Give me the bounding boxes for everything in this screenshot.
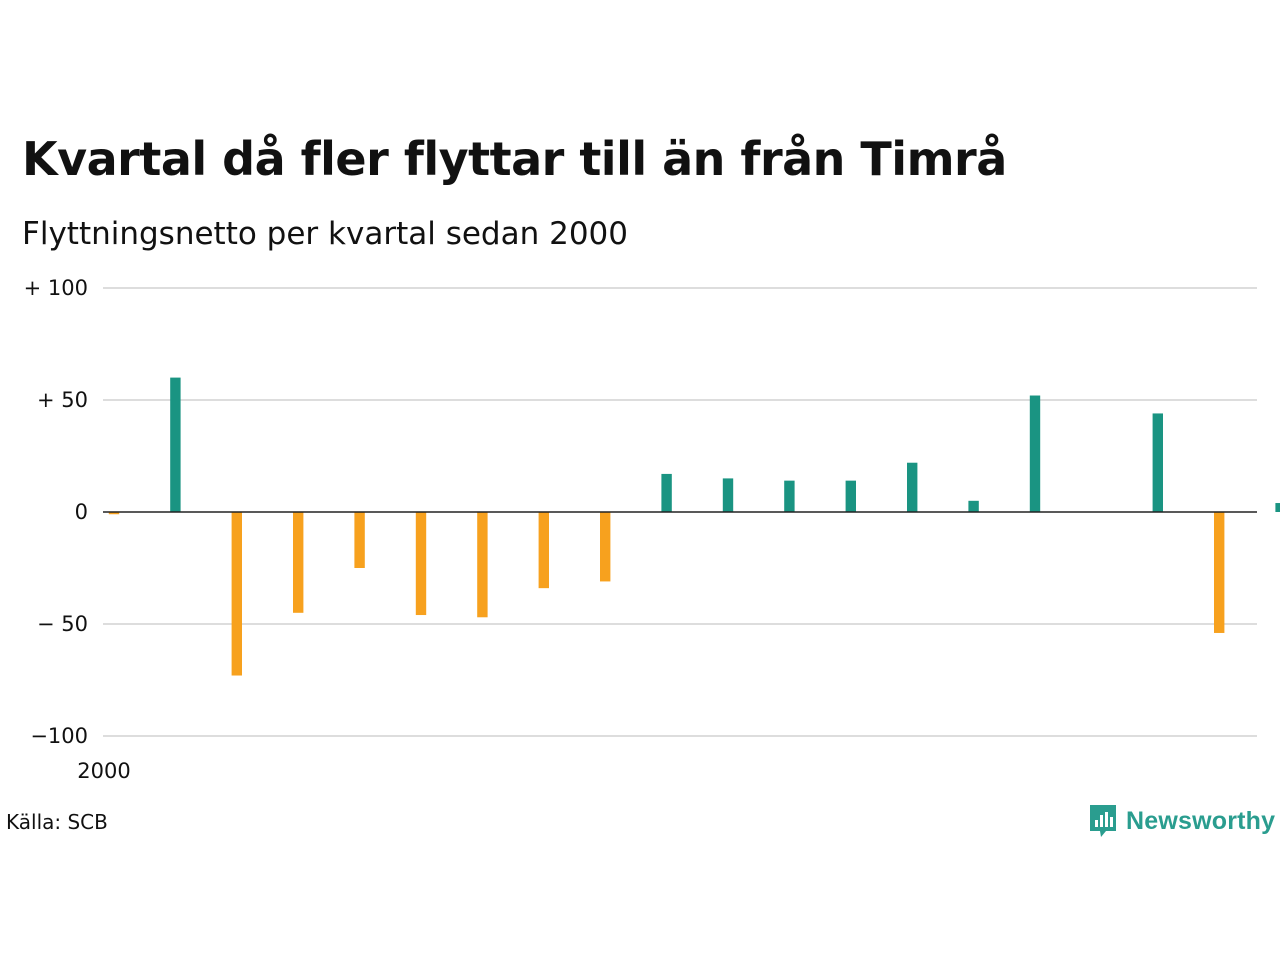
- bar-2002-q2: [661, 473, 672, 512]
- bar-2000-q2: [170, 377, 181, 512]
- y-axis-ticks: + 100 + 50 0 − 50 −100: [24, 276, 88, 748]
- bar-2000-q4: [293, 512, 304, 613]
- y-tick-label: − 50: [37, 612, 88, 636]
- bar-2001-q2: [415, 512, 427, 616]
- bar-2004-q3: [1214, 512, 1225, 633]
- bar-2004-q4: [1275, 503, 1280, 512]
- bar-2003-q2: [907, 462, 918, 512]
- bars: [108, 377, 1280, 676]
- bar-2000-q1: [108, 512, 120, 515]
- y-tick-label: 0: [75, 500, 88, 524]
- bar-2001-q1: [354, 512, 365, 568]
- newsworthy-logo: Newsworthy: [1088, 803, 1275, 839]
- y-tick-label: + 100: [24, 276, 88, 300]
- bar-2001-q3: [477, 512, 488, 618]
- bar-2003-q4: [1029, 395, 1041, 512]
- newsworthy-logo-text: Newsworthy: [1126, 806, 1276, 835]
- bar-2000-q3: [231, 512, 242, 676]
- chart-title: Kvartal då fler flyttar till än från Tim…: [22, 132, 1007, 186]
- y-tick-label: + 50: [37, 388, 88, 412]
- gridlines: [103, 287, 1257, 737]
- bar-2003-q1: [845, 480, 856, 512]
- y-tick-label: −100: [30, 724, 88, 748]
- bar-2002-q1: [600, 512, 611, 582]
- x-axis-ticks: 20002005201020152020: [77, 759, 130, 783]
- x-tick-label: 2000: [77, 759, 130, 783]
- bar-2002-q3: [722, 478, 734, 512]
- bar-2001-q4: [538, 512, 549, 589]
- bar-2004-q2: [1152, 413, 1163, 512]
- bar-2002-q4: [784, 480, 795, 512]
- bar-2003-q3: [968, 500, 979, 512]
- source-note: Källa: SCB: [6, 810, 108, 834]
- chart-subtitle: Flyttningsnetto per kvartal sedan 2000: [22, 216, 628, 252]
- newsworthy-logo-icon: [1090, 805, 1116, 837]
